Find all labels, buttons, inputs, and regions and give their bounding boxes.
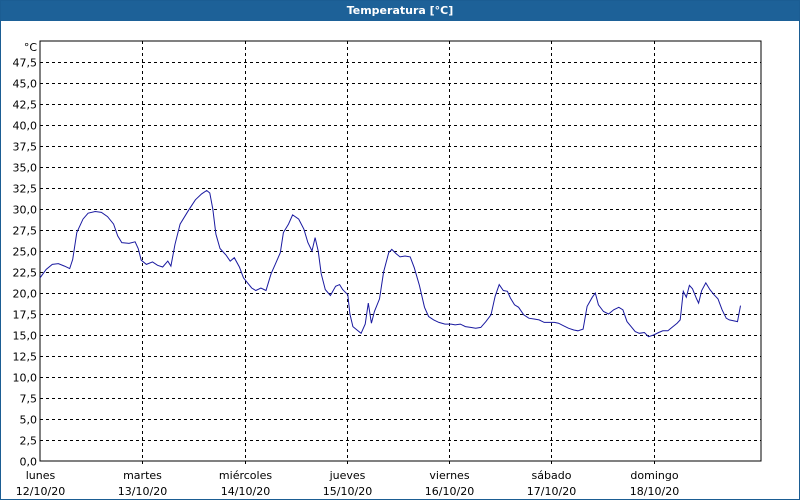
y-tick-label: 10,0 bbox=[13, 372, 38, 385]
x-tick-day: sábado bbox=[532, 469, 572, 482]
temperature-series-line bbox=[39, 189, 741, 338]
x-tick-day: martes bbox=[123, 469, 162, 482]
y-tick-label: 27,5 bbox=[13, 225, 38, 238]
chart-area: 0,0 2,5 5,0 7,5 10,0 12,5 15,0 17,5 20,0 22,5 25,0… bbox=[1, 22, 799, 499]
y-tick-label: 35,0 bbox=[13, 162, 38, 175]
y-tick-label: 40,0 bbox=[13, 120, 38, 133]
y-tick-label: 12,5 bbox=[13, 351, 38, 364]
y-tick-label: 0,0 bbox=[20, 456, 38, 469]
y-tick-label: 7,5 bbox=[20, 393, 38, 406]
y-tick-label: 42,5 bbox=[13, 99, 38, 112]
x-tick-day: miércoles bbox=[219, 469, 272, 482]
x-tick-date: 17/10/20 bbox=[527, 485, 576, 498]
x-tick-day: domingo bbox=[630, 469, 678, 482]
y-tick-label: 15,0 bbox=[13, 330, 38, 343]
y-tick-label: 45,0 bbox=[13, 78, 38, 91]
x-tick-date: 13/10/20 bbox=[118, 485, 167, 498]
temperature-chart: 0,0 2,5 5,0 7,5 10,0 12,5 15,0 17,5 20,0 22,5 25,0… bbox=[13, 40, 762, 498]
x-tick-date: 15/10/20 bbox=[323, 485, 372, 498]
y-tick-label: 37,5 bbox=[13, 141, 38, 154]
x-tick-day: viernes bbox=[429, 469, 469, 482]
x-tick-day: jueves bbox=[329, 469, 366, 482]
y-tick-label: 17,5 bbox=[13, 309, 38, 322]
x-tick-date: 14/10/20 bbox=[221, 485, 270, 498]
y-tick-label: 25,0 bbox=[13, 246, 38, 259]
y-tick-label: 22,5 bbox=[13, 267, 38, 280]
x-tick-date: 16/10/20 bbox=[425, 485, 474, 498]
y-tick-label: 47,5 bbox=[13, 57, 38, 70]
y-tick-label: 2,5 bbox=[20, 435, 38, 448]
x-tick-date: 12/10/20 bbox=[16, 485, 65, 498]
chart-title: Temperatura [°C] bbox=[1, 1, 799, 21]
y-tick-label: 5,0 bbox=[20, 414, 38, 427]
x-tick-date: 18/10/20 bbox=[630, 485, 679, 498]
y-tick-label: 20,0 bbox=[13, 288, 38, 301]
y-tick-label: 32,5 bbox=[13, 183, 38, 196]
x-tick-day: lunes bbox=[26, 469, 56, 482]
y-tick-label: 30,0 bbox=[13, 204, 38, 217]
y-axis-label: °C bbox=[24, 41, 38, 54]
